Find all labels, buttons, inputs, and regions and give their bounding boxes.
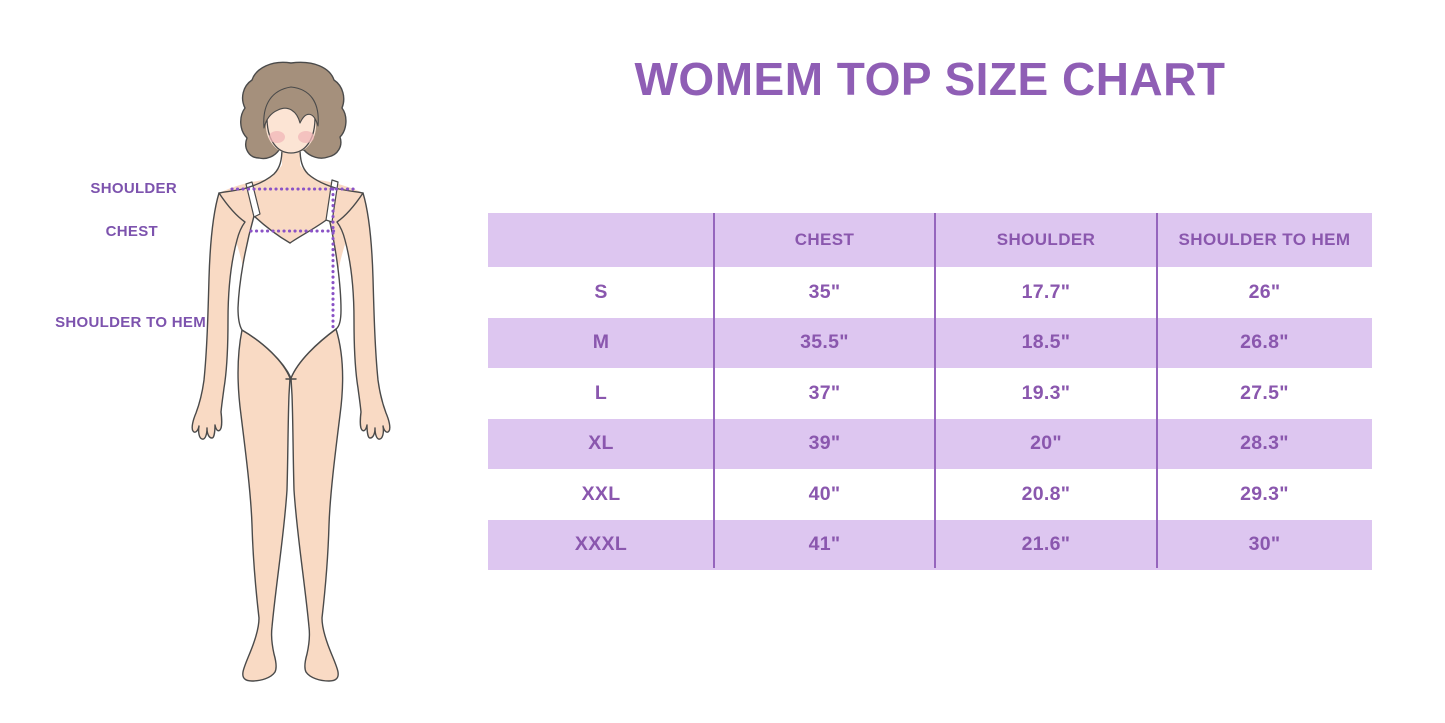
shoulder-to-hem-value: 30" (1248, 533, 1281, 556)
left-blush (269, 131, 285, 143)
header-cell-chest: CHEST (794, 230, 855, 249)
neck-outline-left (218, 147, 283, 194)
right-arm (336, 192, 391, 440)
body-measurement-figure (185, 55, 405, 705)
shoulder-value: 19.3" (1021, 381, 1071, 404)
chest-value: 35.5" (800, 331, 849, 354)
size-label: M (592, 331, 610, 354)
chest-value: 39" (808, 432, 841, 455)
column-divider (713, 213, 715, 568)
page-title: WOMEM TOP SIZE CHART (634, 53, 1226, 105)
size-label: S (594, 280, 608, 303)
size-label: XXXL (574, 533, 628, 556)
chest-value: 41" (808, 533, 841, 556)
neck-outline-right (299, 147, 364, 194)
shoulder-to-hem-value: 28.3" (1240, 432, 1289, 455)
chest-value: 37" (808, 381, 841, 404)
chest-value: 40" (808, 482, 841, 505)
woman-figure-illustration (191, 61, 391, 682)
shoulder-value: 20.8" (1021, 482, 1071, 505)
header-cell-shoulder: SHOULDER (996, 230, 1096, 249)
table-row-s: S 35" 17.7" 26" (488, 267, 1372, 318)
header-cell-size (488, 213, 714, 267)
shoulder-to-hem-value: 26" (1248, 280, 1281, 303)
label-chest: CHEST (105, 223, 158, 240)
right-leg (290, 328, 344, 682)
left-leg (237, 329, 291, 682)
shoulder-to-hem-value: 27.5" (1240, 381, 1289, 404)
right-blush (298, 131, 314, 143)
size-label: XL (588, 432, 614, 455)
left-arm (191, 192, 246, 440)
size-table: CHEST SHOULDER SHOULDER TO HEM S 35" 17.… (488, 213, 1372, 570)
table-header-row: CHEST SHOULDER SHOULDER TO HEM (488, 213, 1372, 267)
table-row-xl: XL 39" 20" 28.3" (488, 418, 1372, 469)
chest-value: 35" (808, 280, 841, 303)
label-shoulder: SHOULDER (90, 180, 177, 197)
column-divider (934, 213, 936, 568)
table-row-xxl: XXL 40" 20.8" 29.3" (488, 469, 1372, 520)
table-row-l: L 37" 19.3" 27.5" (488, 368, 1372, 419)
size-label: XXL (581, 482, 621, 505)
left-strap (245, 181, 261, 218)
header-cell-shoulder-to-hem: SHOULDER TO HEM (1178, 230, 1351, 249)
bodysuit (237, 215, 342, 379)
size-label: L (594, 381, 608, 404)
label-shoulder-to-hem: SHOULDER TO HEM (55, 314, 206, 331)
column-divider (1156, 213, 1158, 568)
neck (256, 138, 326, 184)
shoulder-value: 20" (1030, 432, 1062, 455)
table-row-xxxl: XXXL 41" 21.6" 30" (488, 519, 1372, 570)
shoulder-value: 18.5" (1021, 331, 1071, 354)
shoulder-value: 17.7" (1021, 280, 1071, 303)
hair-fringe (263, 86, 319, 129)
table-row-m: M 35.5" 18.5" 26.8" (488, 317, 1372, 368)
shoulder-to-hem-value: 26.8" (1240, 331, 1289, 354)
shoulder-value: 21.6" (1021, 533, 1071, 556)
shoulder-to-hem-value: 29.3" (1240, 482, 1289, 505)
